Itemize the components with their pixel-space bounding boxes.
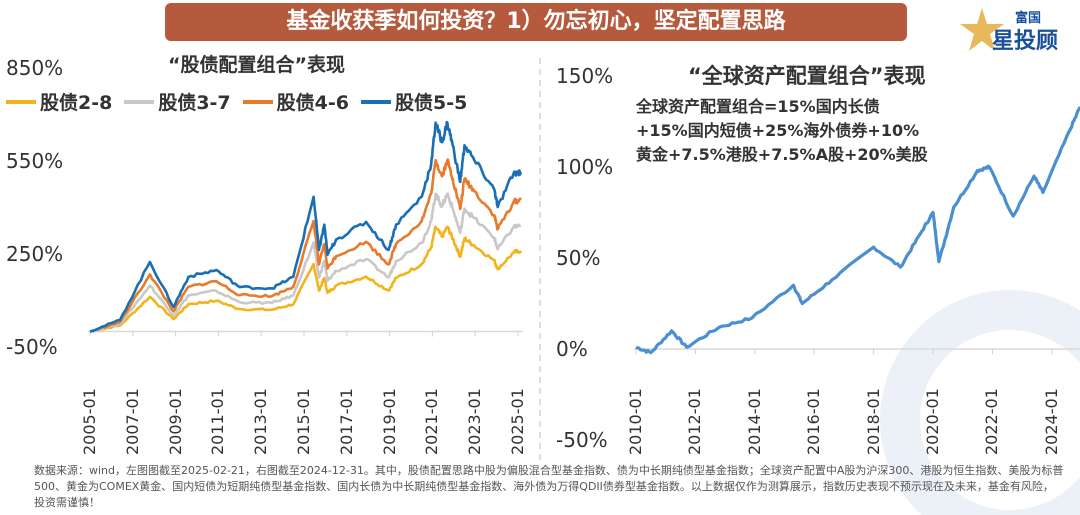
- left-chart-title: “股债配置组合”表现: [168, 54, 345, 76]
- right-chart: [634, 106, 1080, 355]
- x-tick-label: 2010-01: [626, 388, 645, 455]
- legend-swatch: [124, 99, 155, 104]
- x-tick-label: 2019-01: [379, 388, 399, 455]
- x-tick-label: 2009-01: [165, 388, 185, 455]
- legend-label: 股债5-5: [394, 92, 468, 114]
- legend-label: 股债4-6: [276, 92, 349, 114]
- x-tick-label: 2007-01: [122, 388, 142, 455]
- legend-swatch: [360, 99, 391, 104]
- y-tick-label: 150%: [556, 64, 614, 88]
- y-tick-label: 250%: [6, 241, 64, 266]
- right-chart-title: “全球资产配置组合”表现: [688, 64, 926, 88]
- fuguo-logo: 富国 星投顾: [960, 4, 1070, 54]
- svg-text:星投顾: 星投顾: [992, 29, 1058, 54]
- legend-swatch: [242, 99, 273, 104]
- legend-item: 股债4-6: [242, 88, 349, 115]
- legend-item: 股债5-5: [360, 88, 468, 115]
- left-chart: [88, 120, 523, 337]
- series-line-股债5-5: [89, 120, 523, 333]
- legend-item: 股债2-8: [6, 88, 112, 115]
- x-tick-label: 2016-01: [804, 388, 824, 455]
- y-tick-label: 0%: [556, 337, 588, 361]
- legend-swatch: [6, 99, 36, 104]
- x-tick-label: 2017-01: [336, 388, 356, 455]
- y-tick-label: -50%: [556, 428, 608, 452]
- y-tick-label: 100%: [556, 155, 614, 179]
- y-tick-label: 50%: [556, 246, 601, 270]
- x-tick-label: 2014-01: [744, 388, 764, 455]
- formula-line: +15%国内短债+25%海外债券+10%: [636, 121, 920, 140]
- series-line-股债4-6: [89, 158, 522, 333]
- legend-item: 股债3-7: [124, 88, 231, 115]
- x-tick-label: 2018-01: [863, 388, 883, 455]
- x-tick-label: 2011-01: [208, 388, 228, 455]
- x-tick-label: 2022-01: [982, 388, 1002, 455]
- legend: 股债2-8 股债3-7 股债4-6 股债5-5: [6, 88, 467, 115]
- title-banner: 基金收获季如何投资？1）勿忘初心，坚定配置思路: [165, 3, 907, 41]
- y-tick-label: 550%: [6, 148, 64, 173]
- x-tick-label: 2024-01: [1041, 388, 1061, 455]
- x-tick-label: 2023-01: [465, 388, 485, 455]
- series-line-全球资产配置组合: [635, 106, 1080, 355]
- svg-text:富国: 富国: [1015, 10, 1041, 26]
- y-tick-label: -50%: [6, 335, 58, 359]
- x-tick-label: 2005-01: [80, 388, 99, 455]
- portfolio-formula: 全球资产配置组合=15%国内长债 +15%国内短债+25%海外债券+10% 黄金…: [636, 95, 928, 167]
- formula-line: 黄金+7.5%港股+7.5%A股+20%美股: [636, 145, 928, 164]
- footnote: 数据来源：wind，左图图截至2025-02-21，右图截至2024-12-31…: [34, 464, 1064, 509]
- formula-line: 全球资产配置组合=15%国内长债: [636, 97, 880, 116]
- star-icon: 富国 星投顾: [960, 8, 1058, 54]
- legend-label: 股债2-8: [40, 92, 113, 114]
- x-tick-label: 2012-01: [685, 388, 705, 455]
- series-line-股债3-7: [89, 192, 522, 333]
- x-tick-label: 2021-01: [422, 388, 442, 455]
- x-tick-label: 2025-01: [508, 388, 527, 455]
- x-tick-label: 2013-01: [251, 388, 271, 455]
- x-tick-label: 2020-01: [923, 388, 942, 455]
- series-line-股债2-8: [89, 225, 522, 333]
- y-tick-label: 850%: [6, 55, 64, 80]
- x-tick-label: 2015-01: [294, 388, 313, 455]
- legend-label: 股债3-7: [158, 92, 231, 114]
